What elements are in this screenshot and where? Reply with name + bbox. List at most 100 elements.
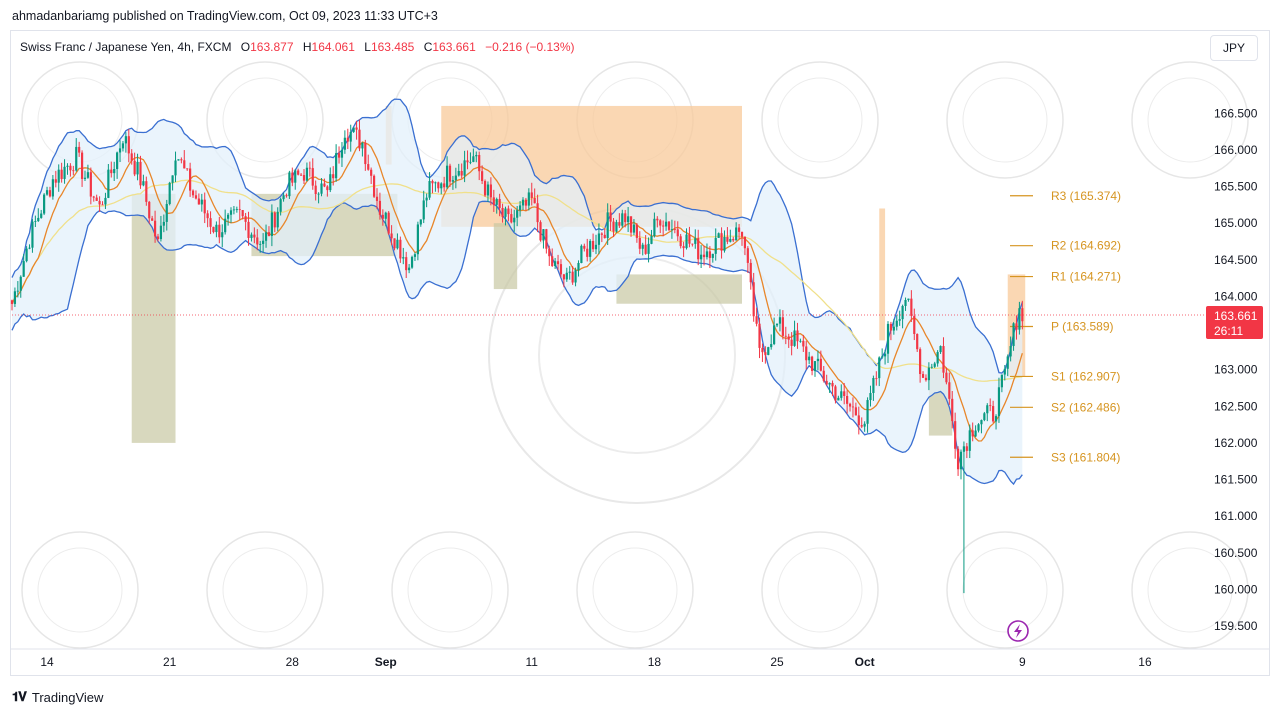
candle-body	[568, 271, 571, 273]
candle-body	[390, 233, 393, 239]
time-tick-label: 18	[648, 655, 662, 669]
price-tick-label: 163.000	[1214, 363, 1258, 377]
candle-body	[215, 224, 218, 233]
price-tick-label: 162.500	[1214, 399, 1258, 413]
candle-body	[221, 232, 224, 238]
watermark-seal-inner-icon	[592, 547, 678, 633]
price-label: 163.661 26:11	[1206, 306, 1263, 339]
candle-body	[559, 264, 563, 275]
candle-body	[466, 160, 469, 163]
candle-body	[124, 136, 127, 144]
candle-body	[822, 370, 825, 381]
footer-brand[interactable]: 𝟏𝐕 TradingView	[12, 689, 103, 705]
candle-body	[279, 199, 282, 212]
candle-body	[457, 170, 460, 176]
candle-body	[676, 229, 679, 237]
candle-body	[95, 197, 98, 201]
candle-body	[977, 424, 980, 431]
price-axis[interactable]: 166.500 166.000 165.500 165.000 164.500 164.0…	[1214, 106, 1258, 633]
candle-body	[478, 155, 481, 172]
candle-body	[153, 220, 157, 237]
candle-body	[597, 233, 601, 245]
candle-body	[997, 387, 1001, 417]
candle-body	[869, 392, 872, 401]
currency-button[interactable]: JPY	[1210, 35, 1258, 61]
candle-body	[913, 315, 916, 335]
candle-body	[10, 300, 14, 304]
candle-body	[705, 251, 709, 258]
candle-body	[209, 218, 212, 227]
candle-body	[516, 210, 519, 218]
candle-body	[352, 127, 355, 132]
candle-body	[264, 232, 268, 241]
candle-body	[886, 323, 890, 354]
candle-body	[962, 446, 966, 452]
candle-body	[562, 274, 565, 280]
watermark-seal-icon	[1131, 531, 1249, 649]
candle-body	[694, 238, 697, 244]
candle-body	[682, 246, 685, 249]
symbol-title[interactable]: Swiss Franc / Japanese Yen, 4h, FXCM	[20, 40, 232, 54]
candle-body	[437, 182, 440, 189]
candle-body	[591, 240, 595, 250]
candle-body	[711, 253, 714, 258]
candle-body	[974, 430, 977, 437]
candle-body	[358, 129, 361, 149]
watermark-seal-inner-icon	[1147, 547, 1233, 633]
candle-body	[501, 207, 504, 217]
candle-body	[139, 161, 142, 186]
candle-body	[229, 210, 233, 215]
candle-body	[238, 209, 241, 211]
candle-body	[851, 406, 855, 408]
candle-body	[968, 430, 971, 451]
candle-body	[667, 221, 671, 230]
last-price-text: 163.661	[1214, 309, 1258, 323]
candle-body	[250, 234, 253, 238]
candle-body	[980, 420, 983, 425]
candle-body	[702, 254, 706, 258]
candle-body	[492, 197, 495, 205]
candle-body	[857, 415, 860, 426]
candle-body	[349, 131, 352, 142]
candle-body	[171, 175, 174, 183]
footer-brand-text: TradingView	[31, 689, 104, 705]
watermark-seal-icon	[206, 531, 324, 649]
candle-body	[410, 256, 414, 268]
candle-body	[174, 160, 177, 176]
candle-body	[34, 221, 37, 222]
pivot-levels: R3 (165.374) R2 (164.692) R1 (164.271) P (1…	[1010, 189, 1121, 464]
candle-body	[291, 172, 294, 183]
lightning-icon[interactable]	[1007, 620, 1029, 642]
candle-body	[746, 248, 749, 263]
time-tick-label: 9	[1019, 655, 1026, 669]
candle-body	[1015, 323, 1018, 330]
candles	[10, 119, 1024, 594]
candle-body	[764, 352, 767, 355]
close-value: 163.661	[432, 40, 476, 54]
zone-peach	[879, 208, 886, 341]
candle-body	[256, 237, 259, 245]
candle-body	[337, 153, 341, 158]
watermark-seal-inner-icon	[407, 547, 493, 633]
candle-body	[919, 349, 922, 375]
candle-body	[843, 391, 846, 396]
candle-body	[343, 137, 346, 150]
candle-body	[921, 374, 925, 378]
candle-body	[101, 204, 104, 206]
candle-body	[749, 262, 752, 283]
candle-body	[784, 335, 787, 337]
candle-body	[402, 257, 405, 259]
candle-body	[375, 196, 379, 201]
candle-body	[37, 217, 40, 222]
candle-body	[80, 152, 84, 179]
candle-body	[796, 330, 799, 342]
candle-body	[232, 209, 236, 211]
candle-body	[580, 245, 583, 263]
candle-body	[1009, 346, 1012, 357]
time-axis[interactable]: 14 21 28 Sep 11 18 25 Oct 9 16	[40, 655, 1152, 669]
candle-body	[951, 398, 954, 422]
candle-body	[460, 170, 463, 176]
candle-body	[162, 221, 165, 226]
candle-body	[708, 251, 711, 258]
